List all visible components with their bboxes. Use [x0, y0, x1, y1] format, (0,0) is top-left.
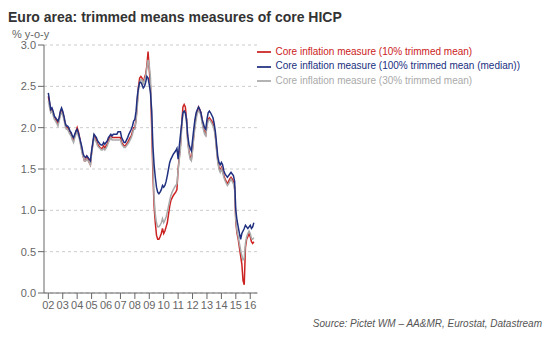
svg-text:03: 03 — [57, 299, 69, 311]
svg-text:13: 13 — [201, 299, 213, 311]
svg-text:02: 02 — [42, 299, 54, 311]
svg-text:16: 16 — [244, 299, 256, 311]
svg-text:3.0: 3.0 — [21, 41, 36, 51]
svg-text:06: 06 — [100, 299, 112, 311]
svg-text:15: 15 — [230, 299, 242, 311]
html-text:Core inflation measure (100% t: Core inflation measure (100% trimmed mea… — [275, 60, 520, 72]
svg-text:05: 05 — [85, 299, 97, 311]
html-text:Core inflation measure (10% tr: Core inflation measure (10% trimmed mean… — [275, 46, 473, 57]
html-text:% y-o-y: % y-o-y — [12, 28, 50, 40]
svg-text:0.0: 0.0 — [21, 287, 36, 299]
svg-text:2.5: 2.5 — [21, 80, 36, 92]
svg-text:12: 12 — [186, 299, 198, 311]
svg-text:09: 09 — [143, 299, 155, 311]
svg-text:07: 07 — [114, 299, 126, 311]
svg-text:11: 11 — [172, 299, 183, 311]
html-text:Core inflation measure (30% tr: Core inflation measure (30% trimmed mean… — [275, 74, 473, 86]
svg-text:04: 04 — [71, 299, 83, 311]
html-text:Source: Pictet WM – AA&MR, Eur: Source: Pictet WM – AA&MR, Eurostat, Dat… — [312, 318, 542, 329]
svg-text:14: 14 — [215, 299, 227, 311]
svg-text:10: 10 — [158, 299, 170, 311]
svg-text:1.0: 1.0 — [21, 204, 36, 216]
svg-text:2.0: 2.0 — [21, 122, 36, 134]
svg-text:0.5: 0.5 — [21, 246, 36, 258]
svg-text:1.5: 1.5 — [21, 163, 36, 175]
svg-text:08: 08 — [129, 299, 141, 311]
html-text:Euro area: trimmed means measu: Euro area: trimmed means measures of cor… — [8, 9, 342, 25]
